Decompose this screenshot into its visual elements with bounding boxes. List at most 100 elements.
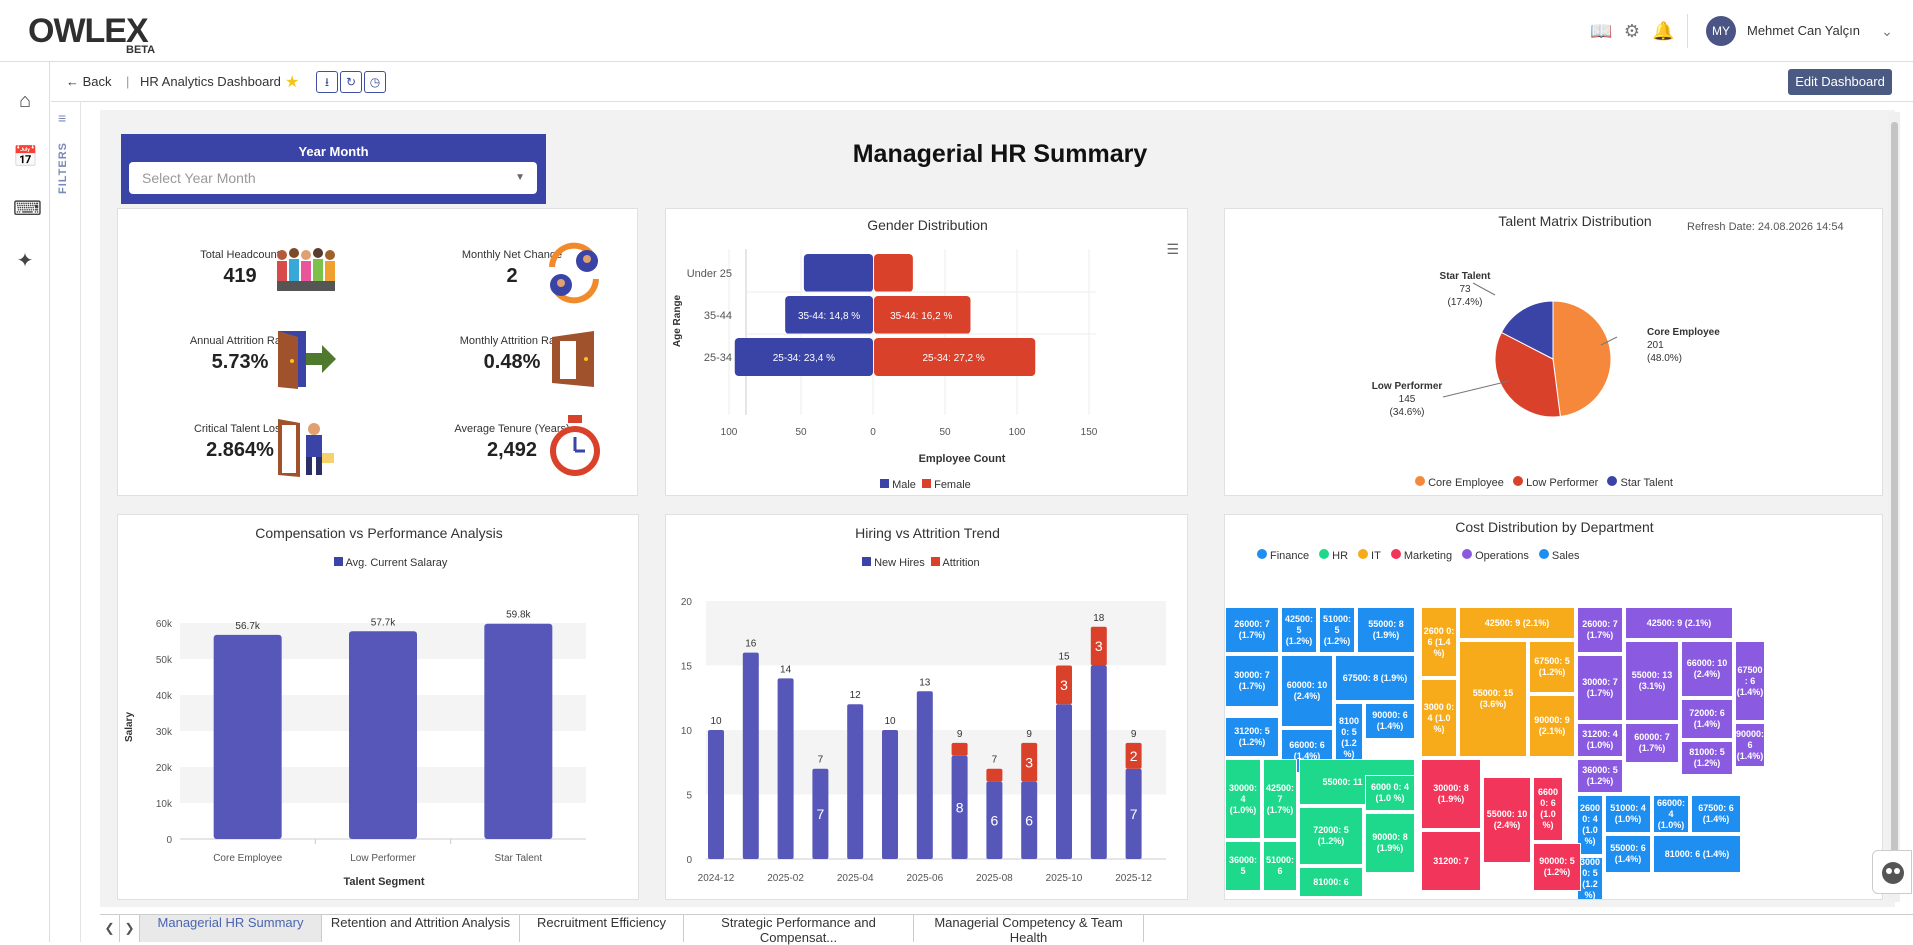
treemap-tile[interactable]: 30000: 7 (1.7%) <box>1577 655 1623 721</box>
treemap-tile[interactable]: 67500: 5 (1.2%) <box>1529 641 1575 693</box>
treemap-tile[interactable]: 90000: 9 (2.1%) <box>1529 695 1575 757</box>
x-tick-label: 100 <box>1009 427 1026 438</box>
treemap-tile[interactable]: 81000: 6 <box>1299 867 1363 897</box>
treemap-tile[interactable]: 42500: 9 (2.1%) <box>1625 607 1733 639</box>
calendar-icon[interactable]: 📅 <box>13 146 38 168</box>
treemap-tile[interactable]: 31200: 4 (1.0%) <box>1577 723 1623 757</box>
legend-low[interactable]: Low Performer <box>1526 477 1599 489</box>
treemap-tile[interactable]: 6000 0: 4 (1.0 %) <box>1365 775 1415 811</box>
treemap-tile[interactable]: 31200: 5 (1.2%) <box>1225 717 1279 757</box>
legend-item-finance[interactable]: Finance <box>1270 550 1310 562</box>
app-logo[interactable]: OWLEX <box>28 12 149 50</box>
keyboard-icon[interactable]: ⌨ <box>13 198 42 220</box>
treemap-tile[interactable]: 67500 : 6 (1.4%) <box>1735 641 1765 721</box>
magic-wand-icon[interactable]: ✦ <box>16 250 34 272</box>
treemap-tile[interactable]: 42500: 7 (1.7%) <box>1263 759 1297 839</box>
treemap-tile[interactable]: 72000: 6 (1.4%) <box>1681 699 1733 739</box>
x-tick-label: 2025-12 <box>1115 873 1152 884</box>
data-label: 35-44: 16,2 % <box>890 311 952 322</box>
legend-item-operations[interactable]: Operations <box>1475 550 1529 562</box>
legend-core[interactable]: Core Employee <box>1428 477 1504 489</box>
treemap-tile[interactable]: 2600 0: 6 (1.4 %) <box>1421 607 1457 677</box>
tab-strategic-performance[interactable]: Strategic Performance and Compensat... <box>684 915 914 945</box>
year-month-select[interactable]: Select Year Month ▼ <box>129 162 537 194</box>
treemap-tile[interactable]: 51000: 5 (1.2%) <box>1319 607 1355 653</box>
treemap-tile[interactable]: 55000: 10 (2.4%) <box>1483 777 1531 863</box>
legend-item-it[interactable]: IT <box>1371 550 1381 562</box>
download-icon[interactable]: ⭳ <box>316 71 338 93</box>
treemap-tile[interactable]: 51000: 6 <box>1263 841 1297 891</box>
tab-retention-attrition[interactable]: Retention and Attrition Analysis <box>322 915 520 942</box>
scrollbar-thumb[interactable] <box>1891 122 1898 892</box>
treemap-tile[interactable]: 55000: 13 (3.1%) <box>1625 641 1679 721</box>
chevron-right-icon[interactable]: ❯ <box>120 915 140 942</box>
back-button[interactable]: ← Back <box>66 74 112 89</box>
treemap-tile[interactable]: 3000 0: 4 (1.0 %) <box>1421 679 1457 757</box>
legend-star[interactable]: Star Talent <box>1620 477 1673 489</box>
chevron-down-icon[interactable]: ⌄ <box>1881 23 1893 39</box>
treemap-tile[interactable]: 51000: 4 (1.0%) <box>1605 795 1651 833</box>
treemap-tile[interactable]: 55000: 6 (1.4%) <box>1605 835 1651 873</box>
treemap-tile[interactable]: 42500: 5 (1.2%) <box>1281 607 1317 653</box>
tab-managerial-hr-summary[interactable]: Managerial HR Summary <box>140 915 322 942</box>
treemap-tile[interactable]: 55000: 15 (3.6%) <box>1459 641 1527 757</box>
filters-toggle[interactable]: FILTERS <box>57 142 69 195</box>
legend-item-hr[interactable]: HR <box>1332 550 1349 562</box>
tab-recruitment-efficiency[interactable]: Recruitment Efficiency <box>520 915 684 942</box>
treemap-tile[interactable]: 6600 0: 6 (1.0 %) <box>1533 777 1563 841</box>
treemap-tile[interactable]: 72000: 5 (1.2%) <box>1299 807 1363 865</box>
tab-managerial-competency[interactable]: Managerial Competency & Team Health <box>914 915 1144 945</box>
legend-swatch <box>1513 476 1524 486</box>
bell-icon[interactable]: 🔔 <box>1652 21 1675 41</box>
gear-icon[interactable]: ⚙ <box>1623 21 1641 41</box>
legend-male[interactable]: Male <box>892 479 916 491</box>
menu-icon[interactable]: ☰ <box>1166 241 1179 257</box>
treemap-tile[interactable]: 30000: 7 (1.7%) <box>1225 655 1279 707</box>
new-hires-bar <box>916 691 933 859</box>
treemap-tile[interactable]: 90000: 8 (1.9%) <box>1365 813 1415 873</box>
treemap-tile[interactable]: 67500: 6 (1.4%) <box>1691 795 1741 833</box>
legend-female[interactable]: Female <box>934 479 971 491</box>
filter-icon[interactable]: ≡ <box>58 110 67 126</box>
treemap-tile[interactable]: 90000: 5 (1.2%) <box>1533 843 1581 891</box>
book-icon[interactable]: 📖 <box>1590 21 1613 41</box>
treemap-tile[interactable]: 30000: 4 (1.0%) <box>1225 759 1261 839</box>
star-icon[interactable]: ★ <box>285 74 300 91</box>
treemap-tile[interactable]: 3000 0: 5 (1.2 %) <box>1577 857 1603 899</box>
refresh-icon[interactable]: ↻ <box>340 71 362 93</box>
treemap-tile[interactable]: 31200: 7 <box>1421 831 1481 891</box>
legend-salary[interactable]: Avg. Current Salaray <box>345 557 448 569</box>
treemap-tile[interactable]: 66000: 10 (2.4%) <box>1681 641 1733 697</box>
x-tick-label: 50 <box>939 427 951 438</box>
treemap-tile[interactable]: 90000: 6 (1.4%) <box>1365 703 1415 739</box>
legend-new-hires[interactable]: New Hires <box>874 557 925 569</box>
treemap-tile[interactable]: 30000: 8 (1.9%) <box>1421 759 1481 829</box>
treemap-tile[interactable]: 26000: 7 (1.7%) <box>1225 607 1279 653</box>
treemap-tile[interactable]: 66000: 4 (1.0%) <box>1653 795 1689 833</box>
edit-dashboard-button[interactable]: Edit Dashboard <box>1788 69 1892 95</box>
treemap-tile[interactable]: 81000: 6 (1.4%) <box>1653 835 1741 873</box>
y-axis-label: Age Range <box>672 294 683 347</box>
treemap-tile[interactable]: 36000: 5 (1.2%) <box>1577 759 1623 793</box>
legend-item-sales[interactable]: Sales <box>1551 550 1580 562</box>
home-icon[interactable]: ⌂ <box>18 90 32 112</box>
treemap-tile[interactable]: 67500: 8 (1.9%) <box>1335 655 1415 701</box>
treemap-tile[interactable]: 2600 0: 4 (1.0 %) <box>1577 795 1603 855</box>
treemap-tile[interactable]: 36000: 5 <box>1225 841 1261 891</box>
attrition-bar <box>1021 742 1038 782</box>
treemap-tile[interactable]: 60000: 7 (1.7%) <box>1625 723 1679 763</box>
legend-item-marketing[interactable]: Marketing <box>1403 550 1453 562</box>
treemap-tile[interactable]: 42500: 9 (2.1%) <box>1459 607 1575 639</box>
chevron-left-icon[interactable]: ❮ <box>100 915 120 942</box>
legend-attrition[interactable]: Attrition <box>942 557 980 569</box>
schedule-icon[interactable]: ◷ <box>364 71 386 93</box>
user-name[interactable]: Mehmet Can Yalçın <box>1747 23 1860 38</box>
treemap-tile[interactable]: 90000: 6 (1.4%) <box>1735 723 1765 767</box>
avatar[interactable]: MY <box>1706 16 1736 46</box>
assistant-button[interactable] <box>1872 850 1912 894</box>
treemap-tile[interactable]: 26000: 7 (1.7%) <box>1577 607 1623 653</box>
talent-pie-chart: Star Talent 73 (17.4%) Core Employee 201 (48.… <box>1372 271 1721 418</box>
treemap-tile[interactable]: 60000: 10 (2.4%) <box>1281 655 1333 727</box>
treemap-tile[interactable]: 55000: 8 (1.9%) <box>1357 607 1415 653</box>
treemap-tile[interactable]: 81000: 5 (1.2%) <box>1681 741 1733 775</box>
